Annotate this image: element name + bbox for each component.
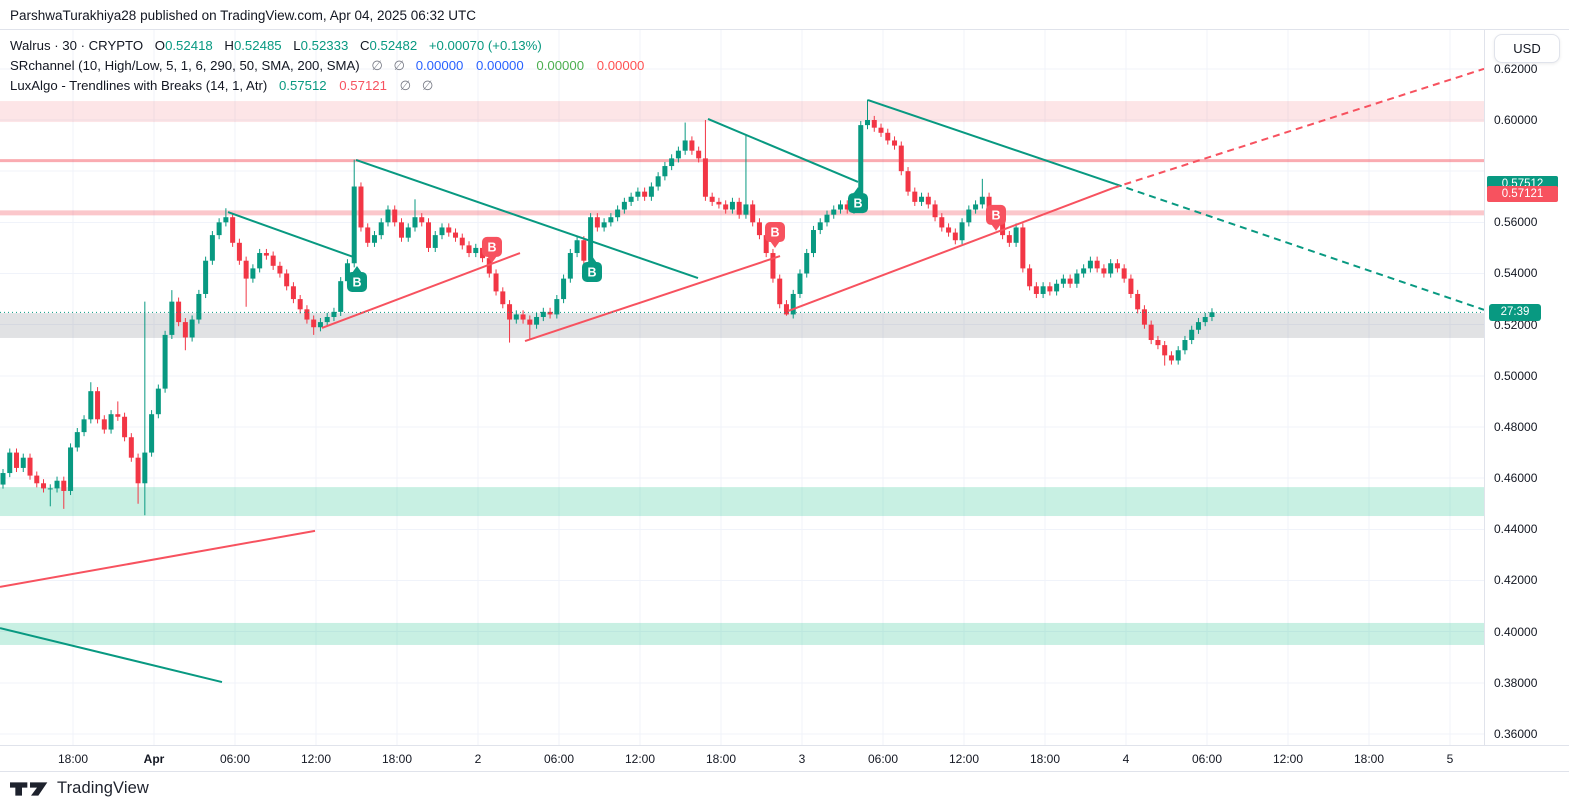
svg-text:B: B xyxy=(587,265,596,279)
time-tick-label: 12:00 xyxy=(624,752,656,766)
price-tick-label: 0.54000 xyxy=(1494,266,1538,281)
time-tick-label: 2 xyxy=(474,752,482,766)
time-tick-label: 4 xyxy=(1122,752,1130,766)
currency-label: USD xyxy=(1513,41,1541,56)
price-tick-label: 0.40000 xyxy=(1494,624,1538,639)
break-label-badge: B xyxy=(765,222,785,249)
resistance-band xyxy=(0,101,1484,123)
currency-button[interactable]: USD xyxy=(1494,34,1560,63)
gridlines xyxy=(0,30,1484,745)
time-tick-label: 18:00 xyxy=(1353,752,1385,766)
time-tick-label: 12:00 xyxy=(948,752,980,766)
luxalgo-lower-value: 0.57121 xyxy=(339,78,387,93)
symbol-title: Walrus · 30 · CRYPTO xyxy=(10,38,144,53)
break-badges: B B B B B B xyxy=(347,187,1006,292)
svg-text:B: B xyxy=(853,197,862,211)
legend-luxalgo-row[interactable]: LuxAlgo - Trendlines with Breaks (14, 1,… xyxy=(10,76,644,96)
legend-symbol-row[interactable]: Walrus · 30 · CRYPTO O0.52418 H0.52485 L… xyxy=(10,36,644,56)
time-tick-label: 06:00 xyxy=(219,752,251,766)
ohlc-low: L0.52333 xyxy=(293,38,349,53)
price-level-badge: 0.57121 xyxy=(1487,185,1558,202)
time-tick-label: 18:00 xyxy=(57,752,89,766)
time-tick-label: 18:00 xyxy=(1029,752,1061,766)
svg-text:B: B xyxy=(487,240,496,254)
sr-zones xyxy=(0,101,1484,645)
svg-text:B: B xyxy=(352,275,361,289)
srchannel-value-3: 0.00000 xyxy=(536,58,585,73)
price-tick-label: 0.36000 xyxy=(1494,726,1538,741)
svg-text:B: B xyxy=(770,226,779,240)
price-tick-label: 0.60000 xyxy=(1494,113,1538,127)
price-tick-label: 0.38000 xyxy=(1494,675,1538,690)
time-tick-label: 18:00 xyxy=(381,752,413,766)
publish-info-text: ParshwaTurakhiya28 published on TradingV… xyxy=(10,8,477,23)
luxalgo-upper-value: 0.57512 xyxy=(278,78,327,93)
luxalgo-empty-2: ∅ xyxy=(421,78,434,93)
time-tick-label: 5 xyxy=(1446,752,1454,766)
time-tick-label: 06:00 xyxy=(1191,752,1223,766)
time-tick-label: 06:00 xyxy=(867,752,899,766)
srchannel-value-1: 0.00000 xyxy=(415,58,464,73)
price-tick-label: 0.62000 xyxy=(1494,61,1538,76)
time-tick-label: 3 xyxy=(798,752,806,766)
brand-text: TradingView xyxy=(57,779,149,797)
ohlc-open: O0.52418 xyxy=(154,38,213,53)
support-band-2 xyxy=(0,622,1484,645)
footer-brand[interactable]: TradingView xyxy=(10,779,149,798)
svg-text:B: B xyxy=(991,208,1000,222)
legend-srchannel-row[interactable]: SRchannel (10, High/Low, 5, 1, 6, 290, 5… xyxy=(10,56,644,76)
price-tick-label: 0.50000 xyxy=(1494,368,1538,383)
price-tick-label: 0.46000 xyxy=(1494,471,1538,486)
support-band-1 xyxy=(0,487,1484,517)
ohlc-close: C0.52482 xyxy=(359,38,418,53)
price-tick-label: 0.52000 xyxy=(1494,317,1538,332)
luxalgo-title: LuxAlgo - Trendlines with Breaks (14, 1,… xyxy=(10,78,268,93)
break-label-badge: B xyxy=(482,236,502,263)
publish-header: ParshwaTurakhiya28 published on TradingV… xyxy=(0,0,1569,30)
bar-countdown-badge: 27:39 xyxy=(1489,304,1541,322)
chart-legend: Walrus · 30 · CRYPTO O0.52418 H0.52485 L… xyxy=(10,36,644,96)
luxalgo-empty-1: ∅ xyxy=(399,78,412,93)
trendlines xyxy=(0,67,1484,684)
srchannel-value-2: 0.00000 xyxy=(476,58,524,73)
price-tick-label: 0.56000 xyxy=(1494,215,1538,230)
time-tick-label: 06:00 xyxy=(543,752,575,766)
ohlc-high: H0.52485 xyxy=(224,38,282,53)
price-axis[interactable]: 0.62000 0.60000 0.56000 0.54000 0.52000 0.500… xyxy=(1484,30,1569,745)
srchannel-value-4: 0.00000 xyxy=(596,58,645,73)
current-gray-band xyxy=(0,313,1484,338)
candles xyxy=(0,99,1215,516)
price-tick-label: 0.48000 xyxy=(1494,419,1538,434)
tradingview-logo-icon xyxy=(10,781,48,796)
srchannel-empty-2: ∅ xyxy=(393,58,406,73)
break-label-badge: B xyxy=(582,255,602,282)
time-axis[interactable]: 18:00 Apr 06:00 12:00 18:00 2 06:00 12:00 18:00 3… xyxy=(0,745,1569,772)
change-value: +0.00070 (+0.13%) xyxy=(428,38,542,53)
sr-lines xyxy=(0,159,1484,216)
break-label-badge: B xyxy=(848,187,868,214)
break-label-badge: B xyxy=(986,204,1006,231)
time-tick-label: 12:00 xyxy=(300,752,332,766)
time-tick-label: 18:00 xyxy=(705,752,737,766)
price-tick-label: 0.42000 xyxy=(1494,573,1538,588)
break-label-badge: B xyxy=(347,265,367,292)
price-chart[interactable]: B B B B B B xyxy=(0,30,1484,745)
srchannel-empty-1: ∅ xyxy=(371,58,383,73)
time-tick-label: Apr xyxy=(143,752,165,766)
srchannel-title: SRchannel (10, High/Low, 5, 1, 6, 290, 5… xyxy=(10,58,360,73)
time-tick-label: 12:00 xyxy=(1272,752,1304,766)
price-tick-label: 0.44000 xyxy=(1494,522,1538,537)
